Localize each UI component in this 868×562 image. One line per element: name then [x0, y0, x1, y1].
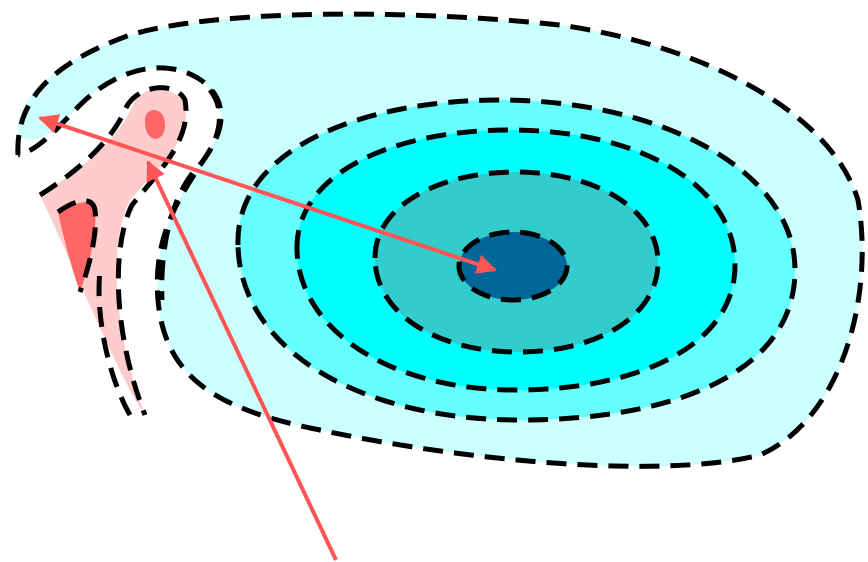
level-4-contour [372, 169, 661, 355]
level-2-contour [235, 97, 798, 423]
left-contour [96, 269, 133, 417]
outer-contour [15, 11, 865, 469]
double-arrow [38, 114, 497, 274]
arrow [146, 160, 338, 561]
